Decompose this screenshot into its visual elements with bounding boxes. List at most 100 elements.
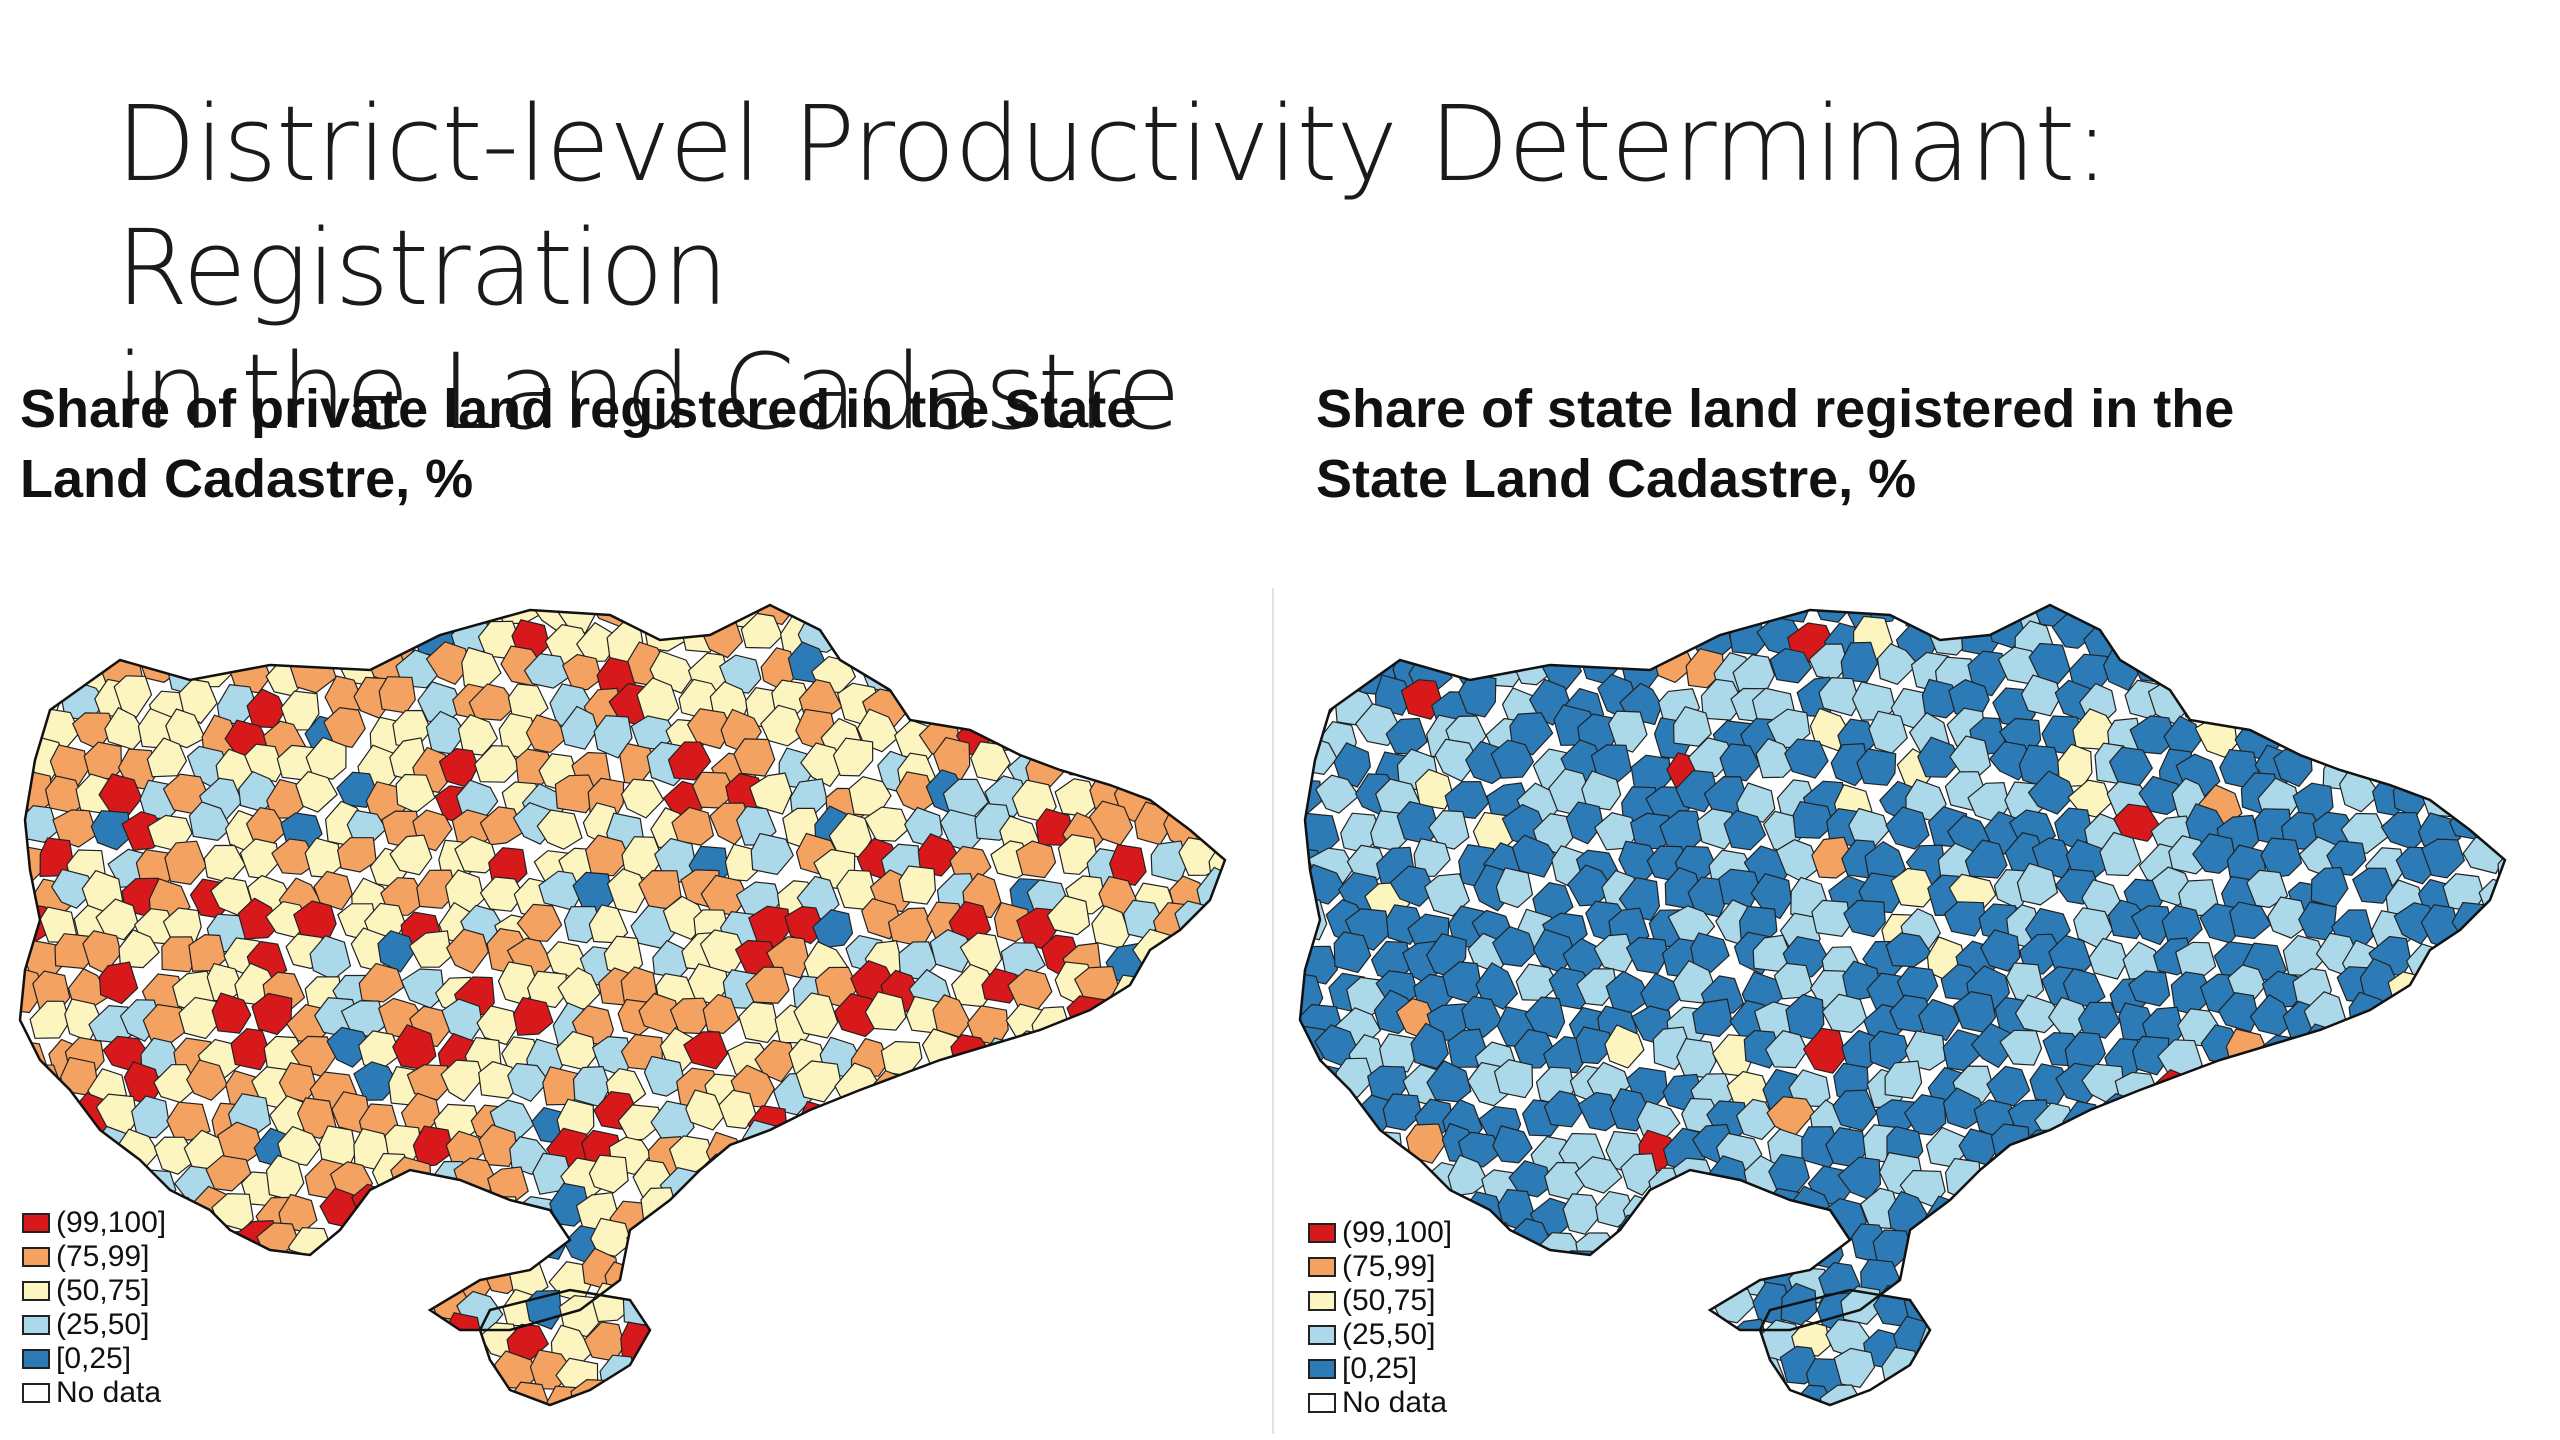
district-region	[1224, 612, 1225, 648]
district-region	[2484, 1350, 2505, 1395]
district-region	[1048, 1101, 1087, 1141]
district-region	[2121, 1377, 2164, 1405]
district-region	[420, 1254, 461, 1299]
district-region	[1014, 1097, 1057, 1140]
district-region	[2347, 1384, 2388, 1405]
district-region	[342, 1379, 384, 1405]
district-region	[1080, 1168, 1121, 1206]
district-region	[2223, 1320, 2262, 1356]
district-region	[2122, 1134, 2167, 1176]
district-region	[585, 834, 631, 877]
district-region	[1707, 1355, 1753, 1390]
district-region	[1455, 605, 1495, 631]
district-region	[169, 605, 212, 633]
district-region	[1654, 613, 1696, 652]
district-region	[1091, 1193, 1138, 1236]
district-region	[512, 996, 554, 1036]
district-region	[2447, 1390, 2489, 1405]
district-region	[1089, 605, 1130, 619]
district-region	[2172, 605, 2213, 627]
district-region	[696, 1185, 742, 1229]
district-region	[1938, 1220, 1985, 1259]
district-region	[990, 1056, 1036, 1105]
district-region	[593, 714, 633, 759]
district-region	[929, 929, 975, 973]
district-region	[686, 708, 733, 750]
private-land-map-svg	[18, 603, 1227, 1407]
district-region	[2469, 1319, 2505, 1362]
district-region	[1213, 1345, 1225, 1385]
district-region	[1811, 836, 1856, 879]
district-region	[1659, 1378, 1702, 1405]
district-region	[975, 655, 1023, 695]
district-region	[1199, 1324, 1225, 1368]
district-region	[561, 653, 603, 691]
district-region	[1357, 605, 1402, 634]
district-region	[925, 1294, 970, 1335]
district-region	[2515, 627, 2552, 667]
district-region	[2511, 1262, 2551, 1304]
district-region	[1784, 738, 1829, 779]
district-region	[2270, 1094, 2312, 1140]
district-region	[1524, 996, 1566, 1039]
district-region	[2512, 1320, 2550, 1358]
district-region	[2341, 1183, 2390, 1225]
district-region	[2179, 680, 2221, 718]
district-region	[2282, 1073, 2325, 1115]
district-region	[2137, 1293, 2179, 1336]
district-region	[83, 741, 123, 780]
district-region	[2246, 869, 2289, 909]
legend-label: [0,25]	[1342, 1352, 1418, 1385]
district-region	[705, 1131, 746, 1174]
district-region	[1156, 974, 1194, 1015]
district-region	[756, 1156, 794, 1197]
district-region	[1046, 895, 1091, 936]
district-region	[873, 1190, 914, 1231]
district-region	[2302, 1288, 2343, 1331]
district-region	[2034, 1228, 2080, 1274]
district-region	[2450, 1314, 2492, 1356]
district-region	[928, 1350, 971, 1389]
district-region	[1444, 780, 1490, 820]
legend-item-no-data: No data	[22, 1376, 166, 1410]
district-region	[1428, 809, 1470, 850]
district-region	[179, 1379, 228, 1405]
district-region	[178, 996, 222, 1040]
district-region	[2044, 1359, 2085, 1398]
district-region	[353, 1061, 399, 1101]
district-region	[1535, 620, 1578, 658]
district-region	[423, 605, 470, 620]
district-region	[1214, 966, 1225, 1008]
district-region	[2267, 896, 2310, 939]
district-region	[601, 1384, 649, 1405]
crimea-outline	[1758, 1288, 1932, 1407]
district-region	[1690, 932, 1730, 973]
district-region	[1495, 1258, 1538, 1302]
district-region	[2497, 845, 2505, 891]
district-region	[1165, 935, 1212, 976]
district-region	[2214, 1131, 2254, 1171]
district-region	[733, 738, 776, 777]
district-region	[1110, 714, 1155, 753]
district-region	[812, 909, 854, 949]
district-region	[1097, 1326, 1140, 1363]
district-region	[277, 1125, 321, 1167]
district-region	[355, 1224, 401, 1265]
district-region	[225, 624, 263, 664]
district-region	[1876, 643, 1919, 685]
district-region	[942, 1323, 987, 1369]
district-region	[113, 675, 153, 719]
district-region	[2134, 1343, 2177, 1392]
district-region	[1176, 969, 1218, 1005]
district-region	[1975, 1283, 2019, 1321]
district-region	[588, 1154, 629, 1194]
district-region	[1117, 1228, 1159, 1268]
district-region	[1769, 647, 1813, 684]
district-region	[2506, 1008, 2549, 1048]
district-region	[1634, 1382, 1675, 1405]
district-region	[1047, 1225, 1089, 1270]
district-region	[788, 1154, 831, 1197]
district-region	[20, 605, 40, 619]
district-region	[147, 616, 195, 658]
district-region	[166, 1101, 211, 1141]
